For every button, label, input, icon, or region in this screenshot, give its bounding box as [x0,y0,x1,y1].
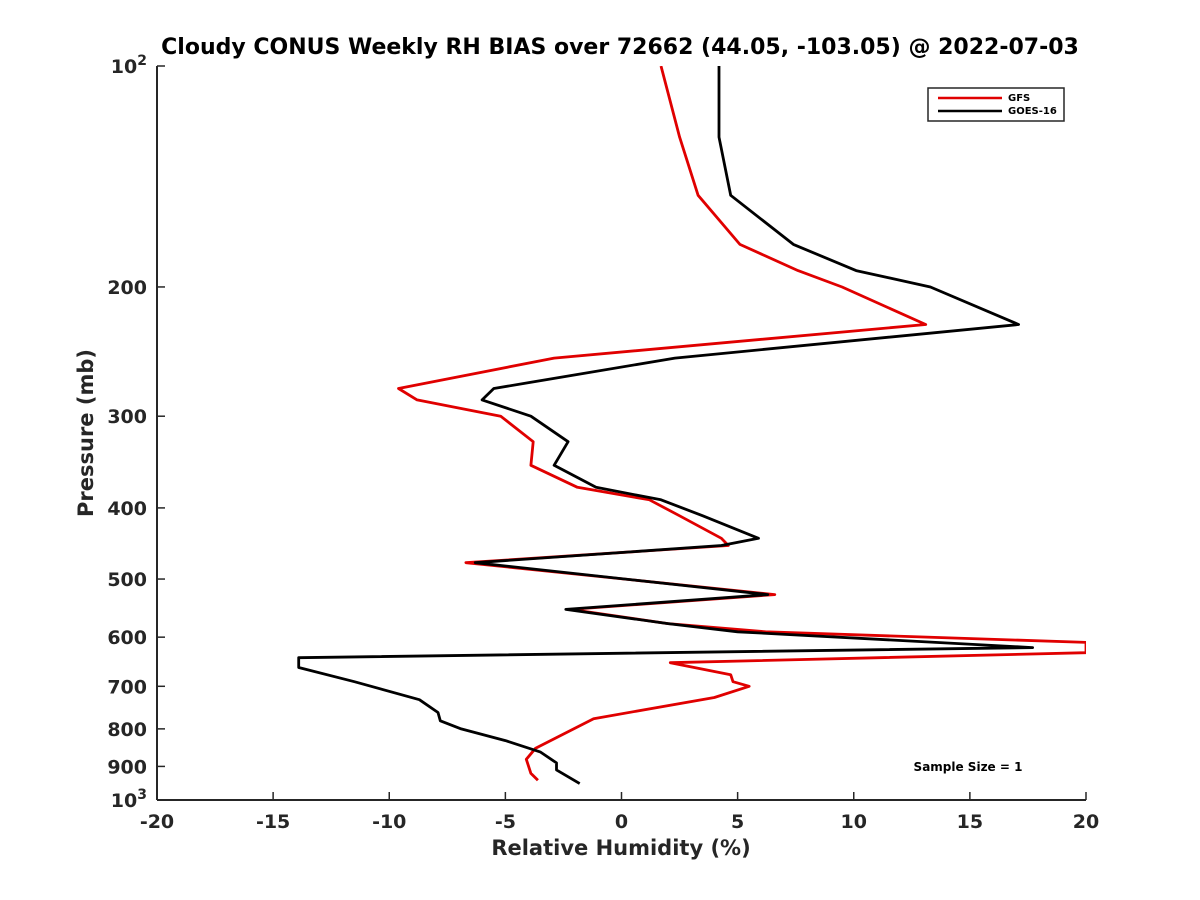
y-tick-label: 600 [107,627,147,649]
y-tick-label: 900 [107,756,147,778]
y-tick-exponent: 2 [137,53,147,69]
x-tick-label: -5 [495,811,516,833]
x-tick-label: 20 [1073,811,1099,833]
y-tick-label: 300 [107,406,147,428]
x-tick-label: 0 [615,811,628,833]
y-axis-title: Pressure (mb) [74,349,98,517]
y-tick-label: 103 [111,787,147,812]
x-tick-label: -15 [256,811,290,833]
x-tick-label: -20 [140,811,174,833]
x-axis-ticks: -20 -15 -10 -5 0 5 10 15 20 [140,792,1099,833]
x-tick-label: 5 [731,811,744,833]
legend-label-goes16: GOES-16 [1008,106,1057,117]
series-line-gfs [397,66,1086,782]
legend: GFS GOES-16 [927,87,1065,122]
y-tick-base: 10 [111,56,137,78]
y-tick-label: 700 [107,676,147,698]
y-tick-base: 10 [111,790,137,812]
series-layer [297,66,1086,785]
y-tick-label: 500 [107,569,147,591]
chart-title: Cloudy CONUS Weekly RH BIAS over 72662 (… [161,35,1079,60]
y-tick-label: 200 [107,277,147,299]
y-tick-label: 400 [107,498,147,520]
y-tick-label: 102 [111,53,147,78]
x-tick-label: -10 [372,811,406,833]
x-tick-label: 10 [841,811,867,833]
sample-size-annotation: Sample Size = 1 [914,760,1023,774]
legend-label-gfs: GFS [1008,93,1030,104]
x-tick-label: 15 [957,811,983,833]
y-tick-exponent: 3 [137,787,147,803]
legend-box [927,87,1065,122]
x-axis-title: Relative Humidity (%) [491,836,750,860]
series-line-goes16 [297,66,1034,785]
plot-area: -20 -15 -10 -5 0 5 10 15 20 10220030040050060070… [107,53,1099,833]
y-tick-label: 800 [107,719,147,741]
